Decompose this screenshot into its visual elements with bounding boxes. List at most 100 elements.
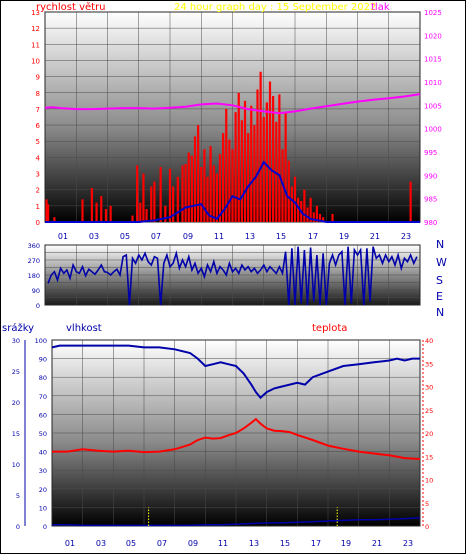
hour-labels-panel-3: 01 03 05 07 09 11 13 15 17 19 21 23 [65, 539, 413, 548]
humidity-series [51, 344, 420, 400]
temperature-line [52, 417, 421, 460]
humidity-tick-label: 60 [39, 411, 47, 419]
hour-label: 09 [188, 539, 198, 548]
rain-tick-label: 25 [12, 368, 20, 376]
humidity-tick-label: 20 [39, 486, 47, 494]
humidity-tick-label: 100 [35, 337, 47, 345]
gust-line [45, 160, 420, 223]
pressure-tick-label: 1025 [424, 9, 442, 17]
axis-ticks: 0123456789101112139809859909951000100510… [12, 9, 442, 531]
hour-label: 05 [120, 232, 130, 241]
humidity-axis-label: vlhkost [66, 323, 102, 334]
direction-tick-label: 270 [28, 257, 40, 265]
hour-label: 13 [245, 232, 255, 241]
hour-label: 17 [308, 232, 318, 241]
hour-label: 19 [341, 539, 351, 548]
hour-label: 15 [280, 539, 290, 548]
temperature-axis-label: teplota [312, 323, 347, 334]
humidity-tick-label: 10 [39, 504, 47, 512]
hour-label: 21 [370, 232, 380, 241]
wind-speed-label: rychlost větru [36, 1, 106, 13]
hour-label: 11 [214, 232, 224, 241]
hour-label: 15 [276, 232, 286, 241]
compass-label-s: S [436, 274, 443, 287]
rain-tick-label: 0 [16, 523, 20, 531]
direction-tick-label: 180 [28, 272, 40, 280]
temperature-tick-label: 5 [425, 500, 429, 508]
humidity-tick-label: 70 [39, 393, 47, 401]
compass-label-n-top: N [436, 238, 444, 251]
humidity-tick-label: 0 [43, 523, 47, 531]
temperature-tick-label: 30 [425, 384, 433, 392]
rain-tick-label: 30 [12, 337, 20, 345]
rain-tick-label: 5 [16, 492, 20, 500]
temperature-tick-label: 0 [425, 523, 429, 531]
wind-speed-tick-label: 3 [36, 171, 40, 179]
hour-label: 01 [65, 539, 75, 548]
humidity-tick-label: 90 [39, 356, 47, 364]
hour-label: 03 [89, 232, 99, 241]
wind-speed-tick-label: 8 [36, 90, 40, 98]
gust-series [45, 160, 420, 223]
compass-label-n-bottom: N [436, 306, 444, 319]
wind-direction-series [47, 246, 418, 306]
wind-speed-tick-label: 9 [36, 74, 40, 82]
wind-speed-tick-label: 11 [31, 41, 40, 49]
rain-tick-label: 15 [12, 430, 20, 438]
rain-series [52, 507, 421, 527]
rain-tick-label: 20 [12, 399, 20, 407]
hour-label: 17 [311, 539, 321, 548]
hour-label: 09 [183, 232, 193, 241]
pressure-tick-label: 995 [424, 149, 437, 157]
wind-direction-line [47, 246, 418, 306]
hour-label: 01 [58, 232, 68, 241]
rain-tick-label: 10 [12, 461, 20, 469]
hour-label: 05 [126, 539, 136, 548]
rain-axis-label: srážky [2, 322, 34, 334]
pressure-tick-label: 1020 [424, 32, 442, 40]
wind-speed-tick-label: 10 [31, 57, 40, 65]
pressure-label: tlak [371, 2, 390, 13]
direction-tick-label: 360 [28, 242, 40, 250]
temperature-tick-label: 15 [425, 453, 433, 461]
wind-speed-tick-label: 6 [36, 122, 41, 130]
humidity-tick-label: 80 [39, 374, 47, 382]
pressure-tick-label: 1015 [424, 56, 442, 64]
pressure-tick-label: 1010 [424, 79, 442, 87]
pressure-tick-label: 980 [424, 219, 437, 227]
compass-label-e: E [436, 290, 443, 303]
pressure-tick-label: 1005 [424, 102, 442, 110]
humidity-line [51, 344, 420, 400]
temperature-tick-label: 10 [425, 477, 433, 485]
wind-speed-tick-label: 2 [36, 187, 40, 195]
humidity-tick-label: 50 [39, 430, 47, 438]
chart-title: 24 hour graph day : 15 September 2022 [174, 2, 376, 13]
pressure-line [44, 93, 421, 115]
wind-speed-tick-label: 5 [36, 138, 40, 146]
wind-speed-tick-label: 7 [36, 106, 40, 114]
pressure-series [44, 93, 421, 115]
hour-label: 23 [403, 539, 413, 548]
wind-speed-tick-label: 12 [31, 25, 40, 33]
hour-label: 07 [157, 539, 167, 548]
hour-label: 03 [96, 539, 106, 548]
pressure-tick-label: 1000 [424, 126, 442, 134]
direction-tick-label: 0 [36, 302, 40, 310]
temperature-tick-label: 20 [425, 430, 433, 438]
compass-label-w: W [436, 256, 447, 269]
hour-label: 23 [401, 232, 411, 241]
wind-speed-tick-label: 1 [36, 203, 40, 211]
temperature-tick-label: 35 [425, 360, 433, 368]
temperature-tick-label: 25 [425, 407, 433, 415]
grid-panel-2 [44, 244, 421, 306]
wind-speed-tick-label: 4 [36, 154, 41, 162]
temperature-tick-label: 40 [425, 337, 433, 345]
temperature-series [52, 417, 421, 460]
hour-label: 21 [372, 539, 382, 548]
wind-speed-tick-label: 0 [36, 219, 40, 227]
hour-labels-panel-1: 01 03 05 07 09 11 13 15 17 19 21 23 [58, 232, 411, 241]
hour-label: 19 [339, 232, 349, 241]
humidity-tick-label: 40 [39, 449, 47, 457]
hour-label: 07 [151, 232, 161, 241]
